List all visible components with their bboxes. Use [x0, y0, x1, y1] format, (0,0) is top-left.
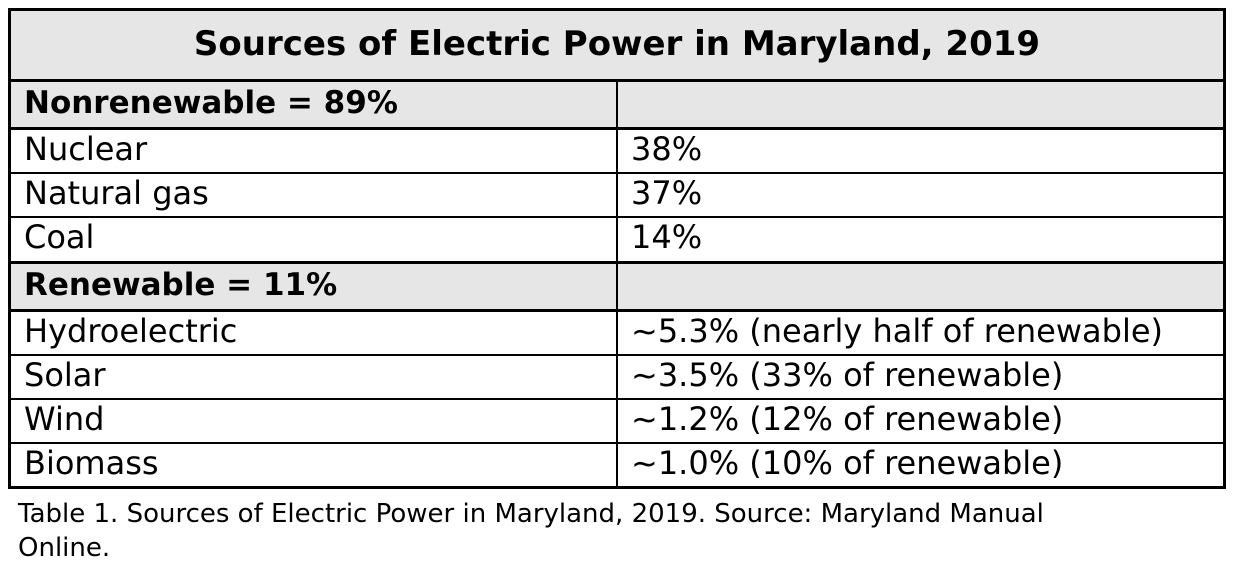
section-row-renewable: Renewable = 11%: [8, 260, 1226, 312]
caption-line-1: Table 1. Sources of Electric Power in Ma…: [18, 499, 1044, 530]
source-value-cell: 14%: [616, 216, 1226, 264]
source-name-cell: Natural gas: [8, 172, 618, 219]
source-value-cell: 38%: [616, 127, 1226, 175]
table-title: Sources of Electric Power in Maryland, 2…: [8, 8, 1226, 82]
table-row-coal: Coal 14%: [8, 216, 1226, 264]
table-row-solar: Solar ~3.5% (33% of renewable): [8, 353, 1226, 400]
source-name-cell: Nuclear: [8, 127, 618, 175]
source-name-cell: Wind: [8, 397, 618, 445]
source-name-cell: Hydroelectric: [8, 309, 618, 356]
table-row-nuclear: Nuclear 38%: [8, 127, 1226, 175]
source-name-cell: Coal: [8, 216, 618, 264]
table-caption: Table 1. Sources of Electric Power in Ma…: [18, 498, 1234, 566]
source-value-cell: ~5.3% (nearly half of renewable): [616, 309, 1226, 356]
source-value-cell: ~3.5% (33% of renewable): [616, 353, 1226, 400]
section-header-nonrenewable: Nonrenewable = 89%: [8, 79, 618, 130]
power-sources-table: Sources of Electric Power in Maryland, 2…: [8, 8, 1226, 490]
document-page: Sources of Electric Power in Maryland, 2…: [0, 8, 1234, 574]
section-row-nonrenewable: Nonrenewable = 89%: [8, 79, 1226, 130]
source-value-cell: 37%: [616, 172, 1226, 219]
caption-line-2: Online.: [18, 533, 111, 564]
section-empty-cell: [616, 79, 1226, 130]
table-row-wind: Wind ~1.2% (12% of renewable): [8, 397, 1226, 445]
table-row-natural-gas: Natural gas 37%: [8, 172, 1226, 219]
source-value-cell: ~1.0% (10% of renewable): [616, 442, 1226, 489]
table-row-hydroelectric: Hydroelectric ~5.3% (nearly half of rene…: [8, 309, 1226, 356]
table-title-row: Sources of Electric Power in Maryland, 2…: [8, 8, 1226, 82]
source-name-cell: Solar: [8, 353, 618, 400]
section-header-renewable: Renewable = 11%: [8, 260, 618, 312]
section-empty-cell: [616, 260, 1226, 312]
table-row-biomass: Biomass ~1.0% (10% of renewable): [8, 442, 1226, 489]
source-value-cell: ~1.2% (12% of renewable): [616, 397, 1226, 445]
source-name-cell: Biomass: [8, 442, 618, 489]
